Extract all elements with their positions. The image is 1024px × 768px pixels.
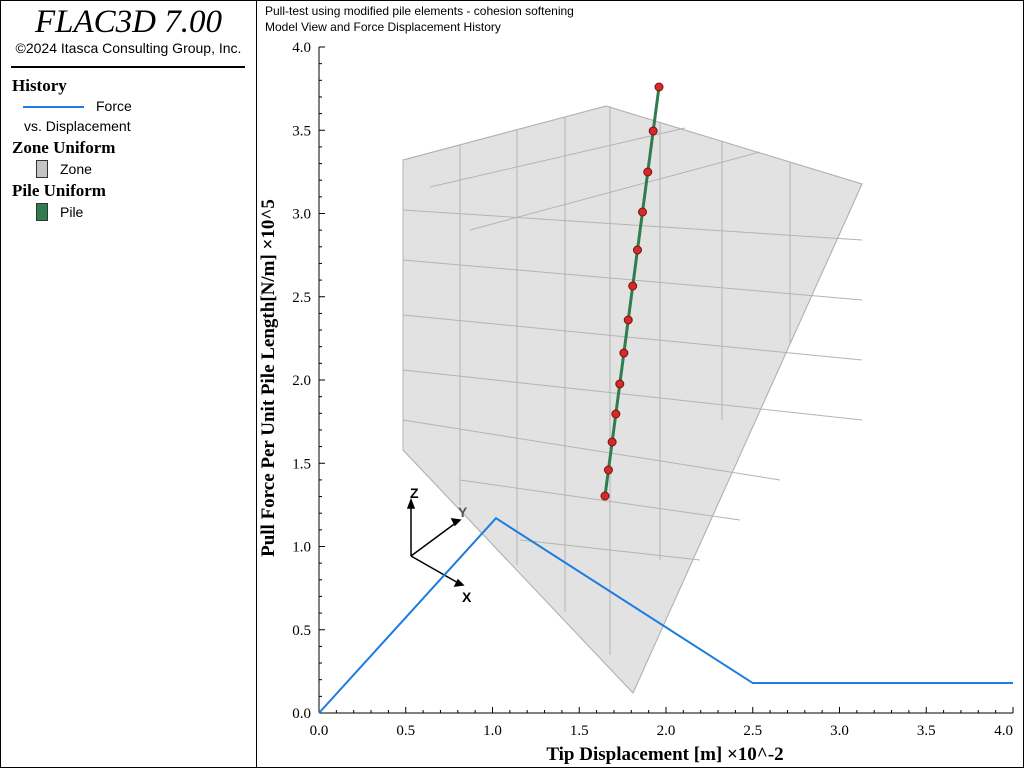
x-axis-label: Tip Displacement [m] ×10^-2 <box>546 744 783 765</box>
triad-x-label: X <box>462 589 472 605</box>
legend-pile-header: Pile Uniform <box>12 181 106 200</box>
zone-grid-line <box>402 314 863 361</box>
pile-node <box>619 348 629 358</box>
x-tick-label: 0.0 <box>310 723 329 739</box>
title-divider <box>11 66 245 68</box>
triad-z-label: Z <box>410 485 419 501</box>
x-tick-label: 0.5 <box>396 723 415 739</box>
chart-series <box>318 516 1013 714</box>
pile-node <box>615 379 625 389</box>
pile-node <box>611 409 621 419</box>
copyright: ©2024 Itasca Consulting Group, Inc. <box>15 40 242 56</box>
app-title: FLAC3D 7.00 <box>34 4 222 40</box>
plot-subtitle-1: Pull-test using modified pile elements -… <box>265 4 574 18</box>
pile-node <box>643 167 653 177</box>
model-view-3d <box>402 82 863 694</box>
x-tick-label: 3.5 <box>917 723 936 739</box>
legend-history-series-sub: vs. Displacement <box>24 118 131 134</box>
pile-node <box>654 82 664 92</box>
zone-edge <box>402 160 863 694</box>
pile-node <box>623 315 633 325</box>
triad-y-axis <box>410 521 458 557</box>
pile-node <box>600 491 610 501</box>
pile-node <box>603 465 613 475</box>
pile-node <box>637 207 647 217</box>
zone-grid-line <box>429 127 686 188</box>
legend-pile-label: Pile <box>60 204 84 220</box>
x-tick-label: 2.5 <box>743 723 762 739</box>
y-tick-label: 3.0 <box>292 207 311 223</box>
zone-color-swatch <box>36 160 48 178</box>
zone-edge <box>402 105 863 185</box>
y-axis-label: Pull Force Per Unit Pile Length[N/m] ×10… <box>258 199 279 557</box>
y-tick-label: 4.0 <box>292 40 311 56</box>
y-tick-label: 2.0 <box>292 373 311 389</box>
pile-color-swatch <box>36 203 48 221</box>
legend-zone-header: Zone Uniform <box>12 138 116 157</box>
triad-z-arrow <box>406 497 416 509</box>
zone-grid-line <box>402 419 781 481</box>
axis-triad <box>406 497 465 587</box>
y-tick-label: 3.5 <box>292 123 311 139</box>
zone-grid-line <box>459 479 741 521</box>
pile-node <box>607 437 617 447</box>
x-tick-label: 1.5 <box>570 723 589 739</box>
y-tick-label: 1.5 <box>292 456 311 472</box>
zone-grid-line <box>519 539 701 561</box>
x-tick-label: 1.0 <box>483 723 502 739</box>
zone-grid-line <box>469 151 761 231</box>
x-tick-label: 2.0 <box>657 723 676 739</box>
triad-y-label: Y <box>458 504 468 520</box>
legend-history-header: History <box>12 76 67 95</box>
legend-zone-label: Zone <box>60 161 92 177</box>
series-line-force-vs-displacement <box>318 516 1013 714</box>
pile-nodes <box>600 82 664 501</box>
pile-node <box>632 245 642 255</box>
y-tick-label: 2.5 <box>292 290 311 306</box>
zone-grid-line <box>402 209 863 241</box>
triad-y-arrow <box>450 518 462 527</box>
legend-history-series: Force <box>96 98 132 114</box>
y-tick-label: 0.5 <box>292 623 311 639</box>
pile-node <box>628 281 638 291</box>
x-tick-label: 4.0 <box>994 723 1013 739</box>
triad-x-axis <box>410 555 461 585</box>
x-tick-label: 3.0 <box>830 723 849 739</box>
chart-axes: 0.0 0.5 1.0 1.5 2.0 2.5 3.0 3.5 4.0 0.0 0.5 1.0 1.5 2… <box>292 40 1014 739</box>
zone-grid <box>402 105 863 694</box>
triad-x-arrow <box>453 578 465 587</box>
pile-node <box>648 126 658 136</box>
zone-grid-line <box>402 369 863 421</box>
y-tick-label: 1.0 <box>292 540 311 556</box>
plot-subtitle-2: Model View and Force Displacement Histor… <box>265 20 501 34</box>
pile-element <box>603 86 661 497</box>
history-line-swatch <box>23 106 84 108</box>
y-tick-label: 0.0 <box>292 706 311 722</box>
